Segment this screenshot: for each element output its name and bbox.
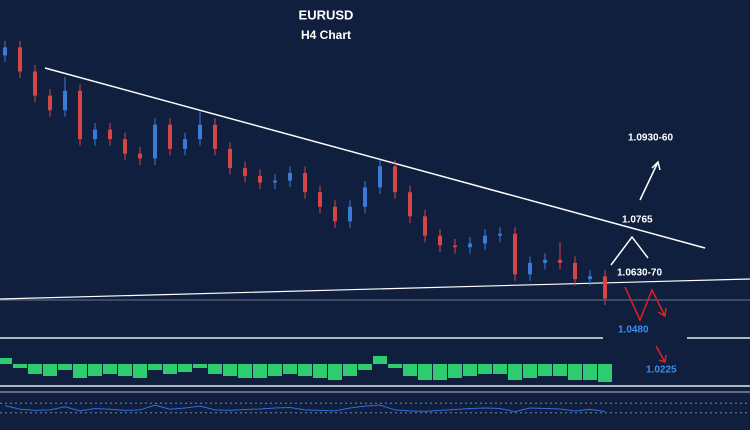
chart-title: EURUSD [299,7,354,22]
candle-body [438,235,442,246]
candle-body [318,192,322,207]
histogram-bar [418,364,432,380]
histogram-bar [133,364,147,378]
histogram-bar [253,364,267,378]
candle-body [348,206,352,222]
histogram-bar [193,364,207,368]
histogram-bar [478,364,492,374]
candle-body [543,259,547,263]
candle-body [588,276,592,280]
candle-body [528,262,532,275]
histogram-bar [568,364,582,380]
histogram-bar [553,364,567,376]
histogram-bar [178,364,192,372]
candle-body [168,124,172,149]
histogram-bar [73,364,87,378]
candle-body [573,262,577,280]
candle-body [273,180,277,183]
candle-body [3,47,7,56]
candle-body [138,153,142,159]
candle-body [288,173,292,181]
candle-body [393,166,397,193]
histogram-bar [343,364,357,376]
histogram-bar [373,356,387,364]
histogram-bar [268,364,282,376]
candle-body [18,47,22,72]
histogram-bar [298,364,312,376]
histogram-bar [238,364,252,378]
candle-body [363,187,367,207]
candle-body [48,95,52,111]
histogram-bar [43,364,57,376]
annotation: 1.0765 [622,215,653,226]
histogram-bar [208,364,222,374]
histogram-bar [103,364,117,374]
candle-body [513,233,517,275]
candle-body [108,129,112,140]
candle-body [258,175,262,183]
histogram-bar [463,364,477,376]
candle-body [243,168,247,176]
histogram-bar [13,364,27,368]
annotation: 1.0930-60 [628,133,673,144]
histogram-bar [0,358,12,364]
histogram-bar [223,364,237,376]
candle-body [183,139,187,149]
histogram-bar [583,364,597,380]
histogram-bar [58,364,72,370]
candle-body [303,173,307,193]
candle-body [93,129,97,140]
histogram-bar [403,364,417,376]
histogram-bar [433,364,447,380]
candle-body [33,71,37,96]
histogram-bar [493,364,507,374]
annotation: 1.0480 [618,325,649,336]
candle-body [213,124,217,149]
annotation: 1.0630-70 [617,268,662,279]
histogram-bar [358,364,372,370]
candle-body [228,148,232,169]
candle-body [78,90,82,140]
histogram-bar [538,364,552,376]
candle-body [498,233,502,236]
candle-body [153,124,157,159]
candle-body [453,245,457,248]
histogram-bar [88,364,102,376]
histogram-bar [28,364,42,374]
candle-body [198,124,202,140]
down-arrow [655,345,667,363]
histogram-bar [388,364,402,368]
candle-body [123,139,127,154]
bounce-arrow [610,235,649,266]
histogram-bar [523,364,537,378]
annotation: 1.0225 [646,365,677,376]
resistance-trendline [44,67,706,249]
histogram-bar [118,364,132,376]
histogram-bar [328,364,342,380]
histogram-bar [598,364,612,382]
oscillator-line [4,404,606,413]
candle-body [483,235,487,244]
candle-body [423,216,427,236]
chart-subtitle: H4 Chart [301,28,351,42]
histogram-bar [448,364,462,378]
histogram-bar [313,364,327,378]
histogram-bar [163,364,177,374]
support-trendline [0,278,750,300]
candle-body [468,243,472,248]
histogram-bar [283,364,297,374]
up-arrow [639,160,661,201]
candle-body [63,90,67,111]
candle-body [408,192,412,217]
candle-body [603,276,607,299]
histogram-bar [508,364,522,380]
histogram-bar [148,364,162,370]
down-arrow [624,286,667,322]
candle-body [558,259,562,263]
candle-body [333,206,337,222]
candle-body [378,166,382,188]
